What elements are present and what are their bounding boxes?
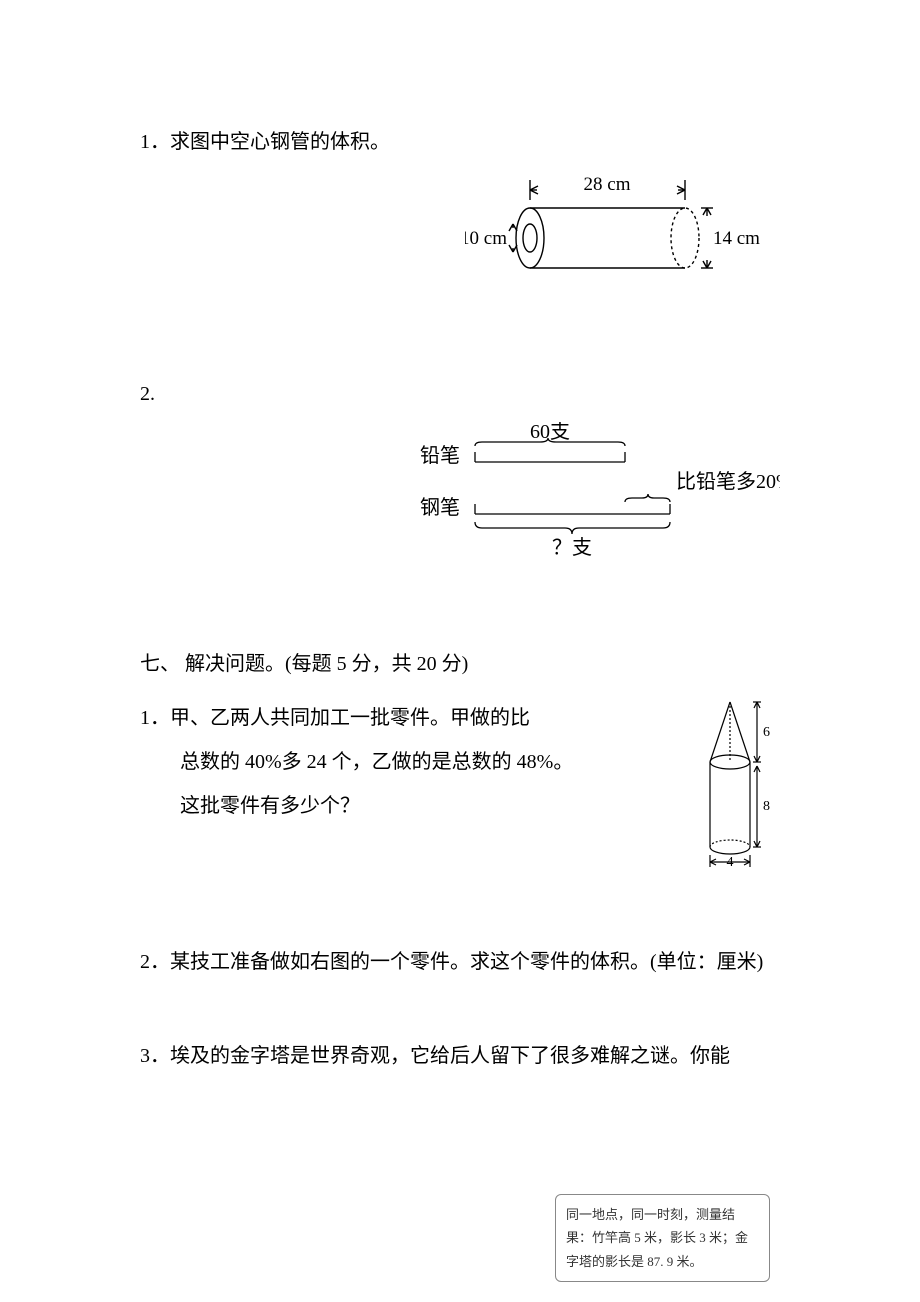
- s7q3-num: 3．: [140, 1045, 170, 1067]
- more-label: 比铅笔多20%: [676, 470, 780, 493]
- callout-box: 同一地点，同一时刻，测量结果：竹竿高 5 米，影长 3 米；金字塔的影长是 87…: [555, 1194, 770, 1282]
- s7q1-line2: 总数的 40%多 24 个，乙做的是总数的 48%。: [140, 740, 690, 784]
- problem-2: 2. 铅笔 60支 钢笔: [140, 372, 780, 562]
- cyl-h: 8: [763, 799, 770, 814]
- length-label: 28 cm: [584, 174, 631, 195]
- inner-dia-label: 10 cm: [465, 228, 507, 249]
- pencil-count: 60支: [530, 422, 570, 443]
- pen-label: 钢笔: [420, 496, 460, 519]
- s7q2-body: 某技工准备做如右图的一个零件。求这个零件的体积。(单位：厘米): [170, 951, 763, 973]
- cyl-w: 4: [727, 855, 734, 870]
- callout-text: 同一地点，同一时刻，测量结果：竹竿高 5 米，影长 3 米；金字塔的影长是 87…: [566, 1207, 748, 1269]
- pencil-label: 铅笔: [420, 444, 460, 467]
- problem-1-text: 1．求图中空心钢管的体积。: [140, 120, 780, 164]
- cone-cylinder-figure: 6 8 4: [700, 692, 780, 870]
- outer-dia-label: 14 cm: [713, 228, 760, 249]
- s7q1-line1: 甲、乙两人共同加工一批零件。甲做的比: [170, 707, 530, 729]
- s7q1-line3: 这批零件有多少个？: [140, 784, 690, 828]
- s7q3-body: 埃及的金字塔是世界奇观，它给后人留下了很多难解之谜。你能: [170, 1045, 730, 1067]
- s7-problem-1: 1．甲、乙两人共同加工一批零件。甲做的比 总数的 40%多 24 个，乙做的是总…: [140, 696, 780, 870]
- problem-1-body: 求图中空心钢管的体积。: [170, 131, 390, 153]
- s7-problem-3: 3．埃及的金字塔是世界奇观，它给后人留下了很多难解之谜。你能: [140, 1034, 780, 1078]
- problem-2-num: 2.: [140, 383, 155, 405]
- pencil-pen-figure: 铅笔 60支 钢笔: [420, 422, 780, 562]
- hollow-pipe-figure: 28 cm: [465, 172, 760, 292]
- problem-2-num-line: 2.: [140, 372, 780, 416]
- s7-problem-2: 2．某技工准备做如右图的一个零件。求这个零件的体积。(单位：厘米): [140, 940, 780, 984]
- section-7-header: 七、 解决问题。(每题 5 分，共 20 分): [140, 642, 780, 686]
- cone-h: 6: [763, 725, 770, 740]
- problem-1: 1．求图中空心钢管的体积。 28 cm: [140, 120, 780, 292]
- problem-1-num: 1．: [140, 131, 170, 153]
- s7q2-num: 2．: [140, 951, 170, 973]
- question-count: ？支: [552, 536, 592, 559]
- s7q1-num: 1．: [140, 707, 170, 729]
